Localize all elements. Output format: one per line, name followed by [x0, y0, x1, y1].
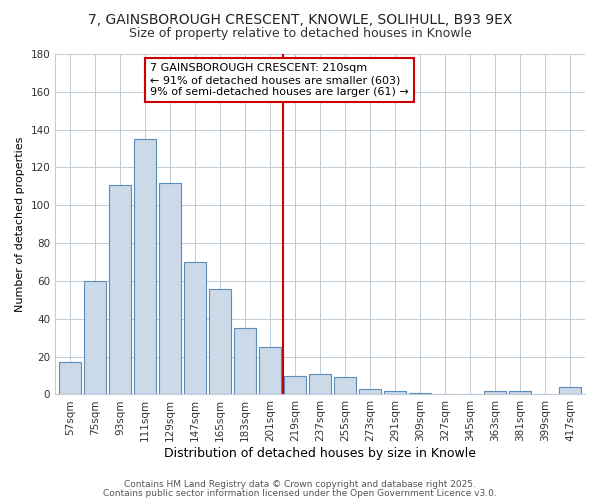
Bar	[509, 390, 531, 394]
Bar	[84, 281, 106, 394]
X-axis label: Distribution of detached houses by size in Knowle: Distribution of detached houses by size …	[164, 447, 476, 460]
Bar	[184, 262, 206, 394]
Bar	[109, 184, 131, 394]
Text: 7, GAINSBOROUGH CRESCENT, KNOWLE, SOLIHULL, B93 9EX: 7, GAINSBOROUGH CRESCENT, KNOWLE, SOLIHU…	[88, 12, 512, 26]
Bar	[234, 328, 256, 394]
Bar	[134, 139, 157, 394]
Y-axis label: Number of detached properties: Number of detached properties	[15, 136, 25, 312]
Text: 7 GAINSBOROUGH CRESCENT: 210sqm
← 91% of detached houses are smaller (603)
9% of: 7 GAINSBOROUGH CRESCENT: 210sqm ← 91% of…	[150, 64, 409, 96]
Text: Contains public sector information licensed under the Open Government Licence v3: Contains public sector information licen…	[103, 488, 497, 498]
Bar	[309, 374, 331, 394]
Bar	[209, 288, 232, 395]
Bar	[334, 378, 356, 394]
Bar	[384, 390, 406, 394]
Bar	[284, 376, 307, 394]
Bar	[409, 392, 431, 394]
Bar	[259, 347, 281, 395]
Bar	[359, 389, 382, 394]
Bar	[559, 387, 581, 394]
Text: Contains HM Land Registry data © Crown copyright and database right 2025.: Contains HM Land Registry data © Crown c…	[124, 480, 476, 489]
Bar	[159, 182, 181, 394]
Bar	[484, 390, 506, 394]
Bar	[59, 362, 82, 394]
Text: Size of property relative to detached houses in Knowle: Size of property relative to detached ho…	[128, 28, 472, 40]
